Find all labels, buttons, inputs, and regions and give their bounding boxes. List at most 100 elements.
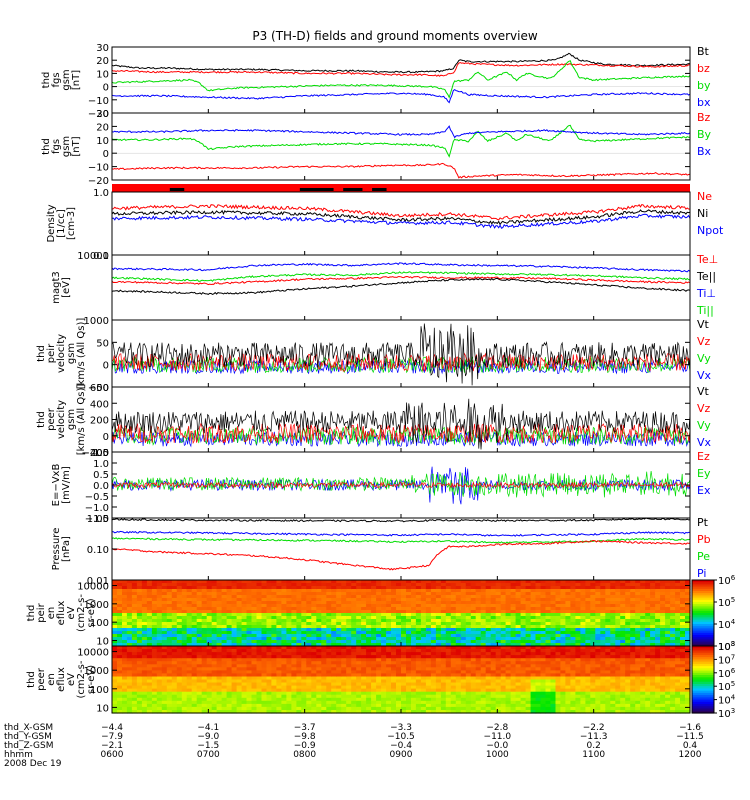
spec-cell — [171, 691, 178, 696]
spec-cell — [251, 673, 258, 677]
spec-cell — [625, 613, 631, 617]
spec-cell — [530, 622, 537, 626]
spec-cell — [490, 667, 497, 671]
spec-cell — [241, 710, 248, 714]
spec-cell — [520, 703, 527, 708]
spec-cell — [630, 634, 636, 638]
spec-cell — [191, 598, 198, 602]
spec-cell — [475, 694, 482, 699]
spec-cell — [241, 703, 248, 708]
spec-cell — [196, 697, 203, 702]
spec-cell — [505, 637, 512, 641]
spec-cell — [615, 580, 621, 584]
spec-cell — [186, 619, 193, 623]
spec-cell — [151, 637, 158, 641]
spec-cell — [341, 667, 347, 671]
spec-cell — [455, 589, 462, 593]
spec-cell — [430, 710, 437, 714]
spec-cell — [231, 625, 238, 629]
spec-cell — [570, 679, 576, 684]
spec-cell — [550, 622, 557, 626]
spec-cell — [326, 697, 332, 702]
spec-cell — [311, 646, 317, 650]
spec-cell — [276, 643, 282, 647]
spec-cell — [306, 586, 312, 590]
spec-cell — [371, 679, 377, 684]
spec-cell — [450, 616, 457, 620]
spec-cell — [236, 607, 243, 611]
spec-cell — [156, 601, 163, 605]
spec-cell — [226, 706, 233, 711]
spec-cell — [166, 679, 173, 684]
spec-cell — [475, 691, 482, 696]
spec-cell — [510, 679, 517, 684]
spec-cell — [166, 607, 173, 611]
spec-cell — [650, 598, 656, 602]
spec-cell — [680, 613, 686, 617]
spec-cell — [381, 661, 387, 665]
spec-cell — [186, 655, 193, 659]
spec-cell — [117, 688, 123, 693]
y-axis-label: [nT] — [71, 70, 82, 90]
spec-cell — [480, 628, 487, 632]
spec-cell — [465, 706, 472, 711]
spec-cell — [211, 676, 218, 681]
spec-cell — [331, 700, 337, 705]
spec-cell — [271, 682, 277, 687]
spec-cell — [246, 700, 253, 705]
spec-cell — [246, 631, 253, 635]
series-Ni — [111, 209, 691, 226]
spec-cell — [401, 679, 407, 684]
spec-cell — [126, 598, 133, 602]
spec-cell — [515, 703, 522, 708]
spec-cell — [381, 622, 387, 626]
spec-cell — [186, 592, 193, 596]
spec-cell — [415, 601, 422, 605]
spec-cell — [216, 616, 223, 620]
spec-cell — [361, 676, 367, 681]
spec-cell — [540, 613, 547, 617]
spec-cell — [181, 706, 188, 711]
spec-cell — [425, 710, 432, 714]
spec-cell — [336, 589, 342, 593]
spec-cell — [430, 604, 437, 608]
spec-cell — [351, 625, 357, 629]
spec-cell — [560, 658, 566, 662]
spec-cell — [440, 685, 447, 690]
spec-cell — [311, 607, 317, 611]
spec-cell — [251, 691, 258, 696]
spec-cell — [366, 598, 372, 602]
spec-cell — [186, 616, 193, 620]
spec-cell — [570, 676, 576, 681]
spec-cell — [381, 601, 387, 605]
spec-cell — [585, 622, 591, 626]
spec-cell — [475, 685, 482, 690]
spec-cell — [301, 682, 307, 687]
colorbar-cell — [692, 586, 714, 590]
spec-cell — [361, 628, 367, 632]
spec-cell — [550, 652, 557, 656]
spec-cell — [530, 710, 537, 714]
spec-cell — [136, 643, 143, 647]
spec-cell — [420, 640, 427, 644]
spec-cell — [306, 688, 312, 693]
series-By — [111, 124, 691, 158]
spec-cell — [141, 694, 148, 699]
spec-cell — [550, 658, 557, 662]
spec-cell — [261, 634, 268, 638]
y-axis-label: Pressure — [51, 528, 62, 571]
spec-cell — [201, 580, 208, 584]
spec-cell — [550, 667, 557, 671]
spec-cell — [685, 592, 691, 596]
spec-cell — [490, 595, 497, 599]
spec-cell — [236, 583, 243, 587]
spec-cell — [151, 700, 158, 705]
spec-cell — [351, 640, 357, 644]
spec-cell — [535, 667, 542, 671]
spec-cell — [216, 710, 223, 714]
spec-cell — [286, 652, 292, 656]
spec-cell — [560, 625, 566, 629]
spec-cell — [560, 655, 566, 659]
spec-cell — [301, 640, 307, 644]
spec-cell — [226, 682, 233, 687]
